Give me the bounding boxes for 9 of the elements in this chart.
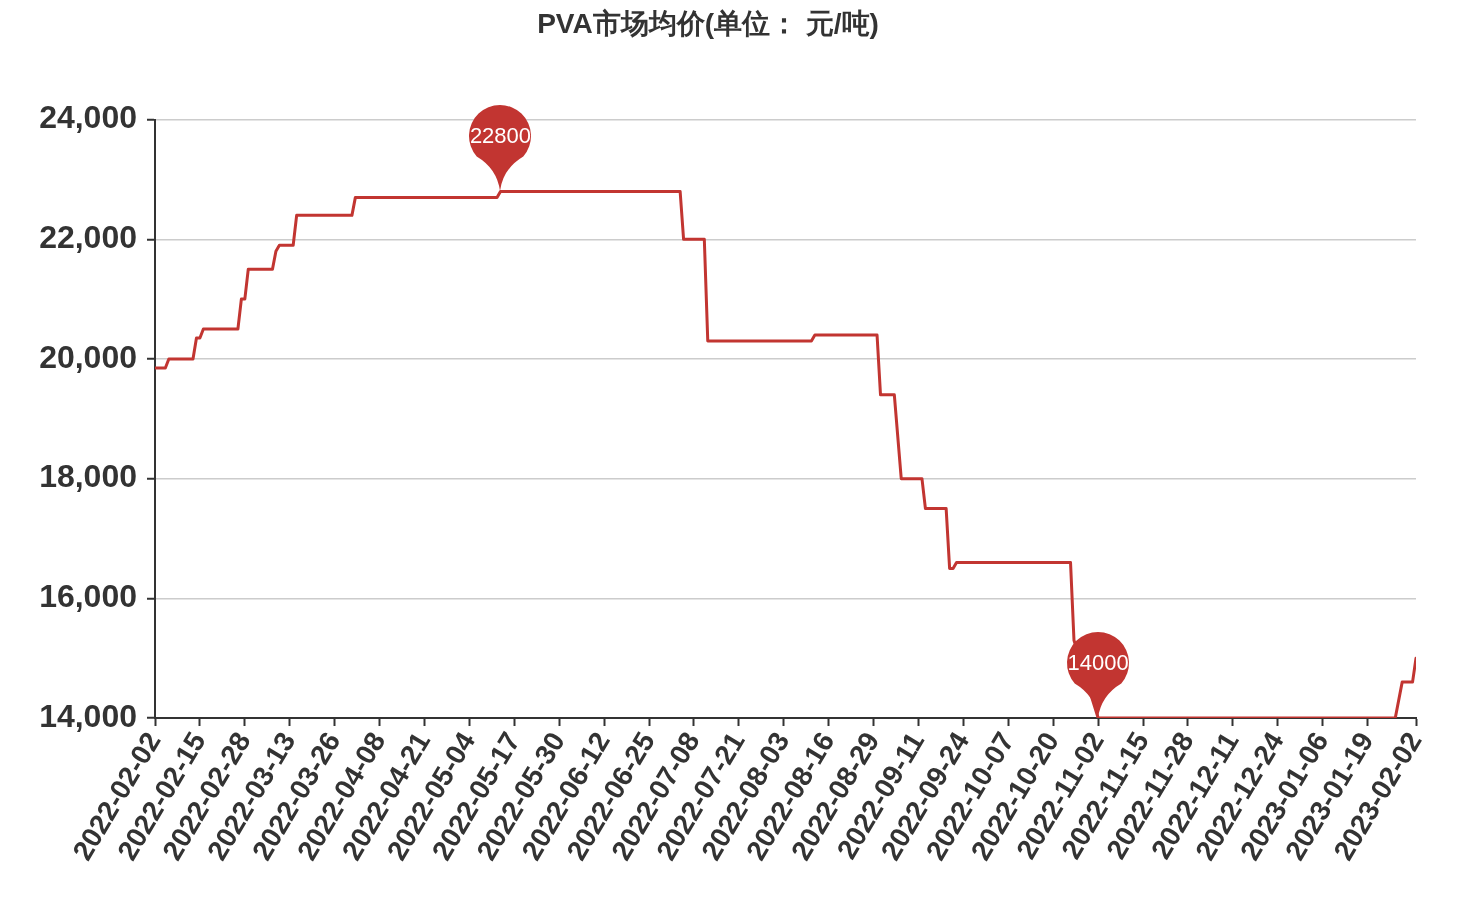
annotation: 14000 [1067, 650, 1129, 675]
y-tick-label: 20,000 [39, 338, 137, 375]
y-tick-label: 16,000 [39, 578, 137, 615]
chart-title: PVA市场均价(单位： 元/吨) [537, 7, 879, 39]
y-tick-label: 24,000 [39, 99, 137, 136]
y-tick-label: 14,000 [39, 697, 137, 734]
annotation: 22800 [469, 123, 532, 149]
y-tick-label: 22,000 [39, 219, 137, 256]
y-tick-label: 18,000 [39, 458, 137, 495]
